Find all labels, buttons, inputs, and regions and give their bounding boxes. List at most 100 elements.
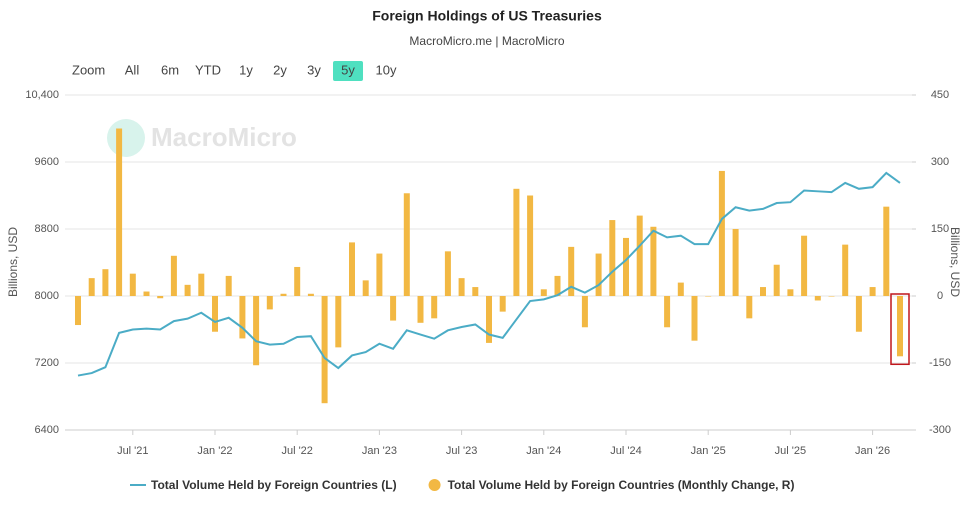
bar (746, 296, 753, 319)
y2-tick-label: 0 (937, 290, 943, 302)
range-button-active[interactable] (333, 61, 363, 81)
watermark: MacroMicro (151, 122, 297, 152)
x-tick-label: Jan '25 (691, 445, 726, 457)
y-tick-label: 10,400 (25, 89, 59, 101)
bar (253, 296, 260, 366)
bar (294, 266, 301, 296)
bar (664, 296, 671, 328)
bar (568, 246, 575, 296)
bar (609, 220, 616, 296)
bar (349, 242, 355, 296)
legend-swatch (428, 479, 441, 491)
x-tick-label: Jan '26 (855, 445, 890, 457)
bar (458, 278, 465, 296)
bar (225, 275, 232, 296)
bar (307, 293, 314, 296)
chart-title: Foreign Holdings of US Treasuries (372, 8, 602, 24)
y2-tick-label: 150 (931, 223, 949, 235)
range-button[interactable]: 2y (273, 62, 287, 77)
bar (403, 193, 410, 296)
bar (102, 269, 109, 296)
highlight-box (890, 293, 910, 366)
x-tick-label: Jul '24 (610, 445, 641, 457)
y-axis-label: Billions, USD (6, 227, 20, 297)
x-tick-label: Jul '22 (281, 445, 312, 457)
zoom-label: Zoom (72, 62, 105, 77)
y2-tick-label: 300 (931, 156, 949, 168)
bar (718, 170, 725, 296)
bar (444, 251, 451, 296)
bar (732, 229, 739, 296)
watermark-logo (107, 119, 145, 157)
bar (417, 296, 424, 323)
bar (362, 280, 369, 296)
bar (513, 188, 520, 296)
bar (143, 291, 150, 296)
legend-label: Total Volume Held by Foreign Countries (… (448, 478, 795, 492)
bar (184, 284, 191, 296)
bar (335, 296, 342, 348)
bar (897, 296, 903, 357)
bar (390, 296, 397, 321)
y2-tick-label: -150 (929, 357, 951, 369)
bar (883, 206, 890, 296)
bar (472, 287, 479, 296)
x-tick-label: Jan '23 (362, 445, 397, 457)
bar (198, 273, 205, 296)
chart-subtitle: MacroMicro.me | MacroMicro (409, 34, 564, 48)
y2-tick-label: -300 (929, 424, 951, 436)
bar (650, 226, 657, 296)
range-button[interactable]: 6m (161, 62, 179, 77)
bar (855, 296, 862, 332)
bar (828, 296, 835, 297)
range-button[interactable]: 10y (376, 62, 397, 77)
bar (212, 296, 218, 332)
bar (486, 296, 492, 343)
legend-label: Total Volume Held by Foreign Countries (… (151, 478, 397, 492)
range-button[interactable]: 5y (341, 62, 355, 77)
bar (75, 296, 81, 326)
bar (376, 253, 383, 296)
bar (280, 293, 287, 296)
y-tick-label: 8800 (35, 223, 59, 235)
x-tick-label: Jul '21 (117, 445, 148, 457)
bar (869, 287, 876, 296)
bar (170, 255, 177, 296)
bar (581, 296, 588, 328)
bar (540, 289, 547, 296)
x-tick-label: Jan '22 (197, 445, 232, 457)
y-tick-label: 8000 (35, 290, 59, 302)
y-tick-label: 7200 (35, 357, 59, 369)
bar (623, 237, 629, 296)
bar (595, 253, 602, 296)
bar (239, 296, 246, 339)
bar (773, 264, 780, 296)
bar (787, 289, 794, 296)
bar (129, 273, 136, 296)
bar (527, 195, 534, 296)
bar (266, 296, 273, 310)
y-tick-label: 6400 (35, 424, 59, 436)
range-button[interactable]: 3y (307, 62, 321, 77)
bar (157, 296, 164, 299)
bar (760, 287, 766, 296)
bar (636, 215, 643, 296)
bar (431, 296, 438, 319)
y-tick-label: 9600 (35, 156, 59, 168)
line (77, 171, 901, 377)
range-button[interactable]: All (125, 62, 140, 77)
bar (801, 235, 808, 296)
bar (677, 282, 684, 296)
bar (705, 296, 712, 297)
bar (554, 275, 561, 296)
range-button[interactable]: YTD (195, 62, 221, 77)
bar (499, 296, 506, 312)
bar (88, 278, 95, 296)
bar (842, 244, 849, 296)
y2-tick-label: 450 (931, 89, 949, 101)
x-tick-label: Jul '23 (446, 445, 477, 457)
x-tick-label: Jan '24 (526, 445, 561, 457)
range-button[interactable]: 1y (239, 62, 253, 77)
x-tick-label: Jul '25 (775, 445, 806, 457)
